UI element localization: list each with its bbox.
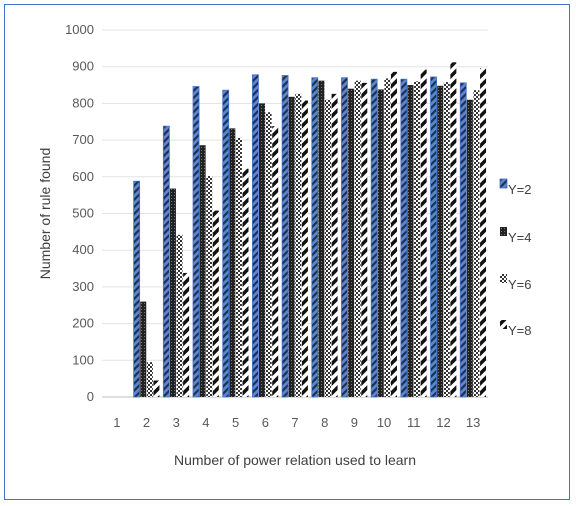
legend-label: Y=6 [508, 277, 532, 292]
bar [229, 128, 236, 397]
x-tick-label: 12 [436, 415, 450, 430]
x-tick-label: 5 [232, 415, 239, 430]
x-tick-label: 11 [407, 415, 421, 430]
bar [242, 168, 249, 397]
bar [377, 89, 384, 397]
bar [348, 88, 355, 397]
bar [259, 103, 266, 398]
bar [443, 82, 450, 397]
bar [450, 62, 457, 398]
bar [183, 272, 190, 397]
bar [318, 80, 325, 398]
bar [192, 86, 200, 398]
bar [153, 380, 160, 397]
y-tick-label: 900 [72, 59, 94, 74]
y-tick-label: 400 [72, 242, 94, 257]
bar [331, 93, 338, 397]
x-tick-label: 4 [202, 415, 209, 430]
y-tick-label: 300 [72, 279, 94, 294]
legend-label: Y=4 [508, 230, 532, 245]
bar [430, 76, 437, 398]
y-tick-label: 100 [72, 352, 94, 367]
bar [235, 137, 242, 397]
bar [265, 112, 272, 397]
x-tick-label: 8 [321, 415, 328, 430]
bar [281, 75, 289, 398]
legend-swatch [499, 178, 508, 189]
bar [466, 99, 473, 397]
bar [473, 90, 480, 398]
y-tick-label: 0 [87, 389, 94, 404]
bar [206, 176, 213, 397]
x-tick-label: 9 [351, 415, 358, 430]
x-axis-title: Number of power relation used to learn [174, 452, 416, 468]
bar [222, 89, 230, 398]
bar [176, 234, 183, 397]
x-tick-label: 13 [466, 415, 480, 430]
bar [459, 82, 467, 398]
y-tick-labels: 0 100 200 300 400 500 600 700 800 900 1000 [65, 22, 94, 404]
y-tick-label: 200 [72, 316, 94, 331]
x-tick-label: 3 [173, 415, 180, 430]
bar [354, 80, 361, 398]
bar [370, 78, 378, 398]
bar [414, 81, 421, 397]
bar [480, 68, 487, 397]
bar [437, 85, 444, 397]
x-tick-label: 10 [377, 415, 391, 430]
bar [420, 69, 427, 398]
bar [400, 78, 408, 398]
y-axis-title: Number of rule found [37, 148, 53, 280]
y-tick-label: 800 [72, 95, 94, 110]
bar [311, 77, 319, 398]
legend-swatch [500, 227, 507, 236]
bar [361, 82, 368, 398]
bar [140, 301, 147, 397]
legend-swatch [500, 320, 507, 329]
x-tick-label: 2 [143, 415, 150, 430]
bar [301, 100, 308, 398]
bar [390, 71, 397, 397]
legend-swatch [500, 274, 507, 283]
y-tick-label: 500 [72, 206, 94, 221]
x-tick-labels: 1 2 3 4 5 6 7 8 9 10 11 12 13 [113, 415, 480, 430]
x-tick-label: 1 [113, 415, 120, 430]
bar [252, 74, 259, 398]
legend: Y=2 Y=4 Y=6 Y=8 [499, 178, 532, 338]
bar [295, 93, 302, 397]
bar [162, 125, 170, 398]
bar [133, 180, 141, 398]
legend-label: Y=2 [508, 182, 532, 197]
x-tick-label: 7 [291, 415, 298, 430]
bar [341, 77, 348, 398]
y-tick-label: 1000 [65, 22, 94, 37]
bar [199, 145, 206, 397]
bars [133, 62, 487, 398]
bar [272, 126, 279, 398]
bar [384, 78, 391, 397]
legend-label: Y=8 [508, 323, 532, 338]
bar [324, 99, 331, 397]
bar [146, 362, 153, 397]
gridlines [102, 29, 488, 398]
y-tick-label: 700 [72, 132, 94, 147]
x-tick-label: 6 [262, 415, 269, 430]
bar [212, 210, 219, 397]
bar [169, 188, 176, 397]
bar [407, 85, 414, 398]
y-tick-label: 600 [72, 169, 94, 184]
bar [288, 96, 295, 397]
